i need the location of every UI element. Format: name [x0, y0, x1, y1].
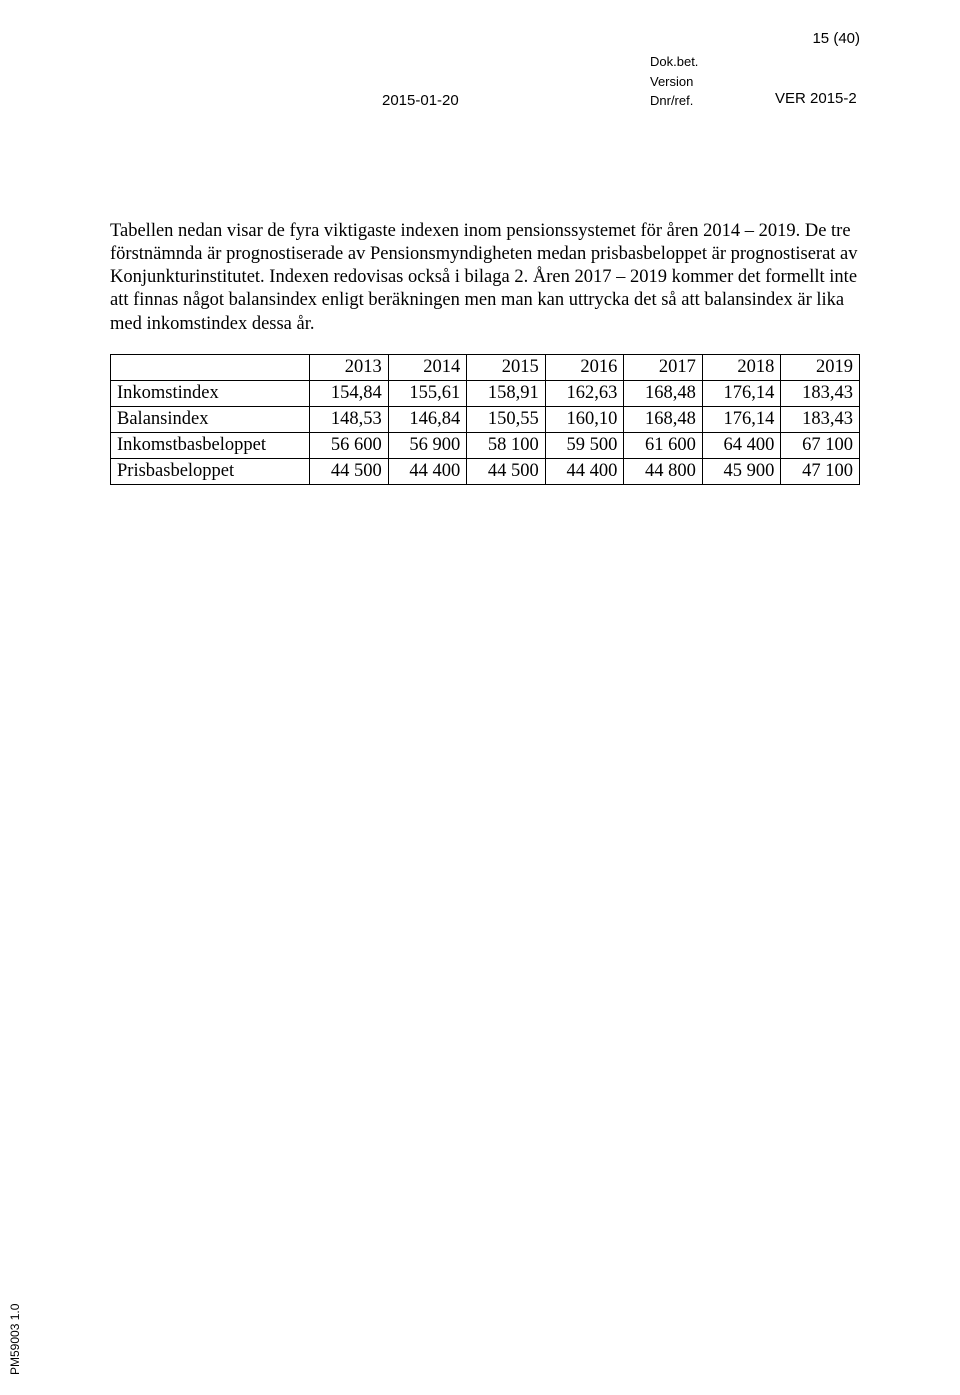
- header-labels: Dok.bet. Version Dnr/ref.: [650, 52, 698, 111]
- index-table: 2013 2014 2015 2016 2017 2018 2019 Inkom…: [110, 354, 860, 485]
- cell: 168,48: [624, 380, 703, 406]
- cell: 183,43: [781, 406, 860, 432]
- cell: 45 900: [702, 458, 781, 484]
- col-2014: 2014: [388, 354, 467, 380]
- cell: 168,48: [624, 406, 703, 432]
- label-dnrref: Dnr/ref.: [650, 91, 698, 111]
- cell: 61 600: [624, 432, 703, 458]
- table-row: Prisbasbeloppet 44 500 44 400 44 500 44 …: [111, 458, 860, 484]
- cell: 59 500: [545, 432, 624, 458]
- cell: 150,55: [467, 406, 546, 432]
- cell: 47 100: [781, 458, 860, 484]
- label-version: Version: [650, 72, 698, 92]
- cell: 44 800: [624, 458, 703, 484]
- cell: 56 900: [388, 432, 467, 458]
- cell: 148,53: [310, 406, 389, 432]
- table-row: Inkomstindex 154,84 155,61 158,91 162,63…: [111, 380, 860, 406]
- cell: 44 500: [467, 458, 546, 484]
- label-dokbet: Dok.bet.: [650, 52, 698, 72]
- row-label: Prisbasbeloppet: [111, 458, 310, 484]
- cell: 154,84: [310, 380, 389, 406]
- page-number: 15 (40): [812, 30, 860, 47]
- row-label: Balansindex: [111, 406, 310, 432]
- row-label: Inkomstindex: [111, 380, 310, 406]
- footer-code: PM59003 1.0: [8, 1304, 22, 1375]
- cell: 183,43: [781, 380, 860, 406]
- page-header: 15 (40) 2015-01-20 Dok.bet. Version Dnr/…: [110, 30, 860, 150]
- cell: 44 400: [388, 458, 467, 484]
- cell: 44 500: [310, 458, 389, 484]
- cell: 160,10: [545, 406, 624, 432]
- cell: 64 400: [702, 432, 781, 458]
- col-2016: 2016: [545, 354, 624, 380]
- row-label: Inkomstbasbeloppet: [111, 432, 310, 458]
- cell: 44 400: [545, 458, 624, 484]
- cell: 162,63: [545, 380, 624, 406]
- col-2013: 2013: [310, 354, 389, 380]
- col-2018: 2018: [702, 354, 781, 380]
- header-ver: VER 2015-2: [775, 90, 857, 107]
- cell: 67 100: [781, 432, 860, 458]
- cell: 155,61: [388, 380, 467, 406]
- body-paragraph: Tabellen nedan visar de fyra viktigaste …: [110, 220, 860, 336]
- table-header-empty: [111, 354, 310, 380]
- cell: 176,14: [702, 380, 781, 406]
- cell: 56 600: [310, 432, 389, 458]
- header-date: 2015-01-20: [382, 92, 459, 109]
- table-header-row: 2013 2014 2015 2016 2017 2018 2019: [111, 354, 860, 380]
- cell: 58 100: [467, 432, 546, 458]
- table-row: Balansindex 148,53 146,84 150,55 160,10 …: [111, 406, 860, 432]
- table-row: Inkomstbasbeloppet 56 600 56 900 58 100 …: [111, 432, 860, 458]
- cell: 158,91: [467, 380, 546, 406]
- cell: 176,14: [702, 406, 781, 432]
- col-2017: 2017: [624, 354, 703, 380]
- col-2019: 2019: [781, 354, 860, 380]
- cell: 146,84: [388, 406, 467, 432]
- col-2015: 2015: [467, 354, 546, 380]
